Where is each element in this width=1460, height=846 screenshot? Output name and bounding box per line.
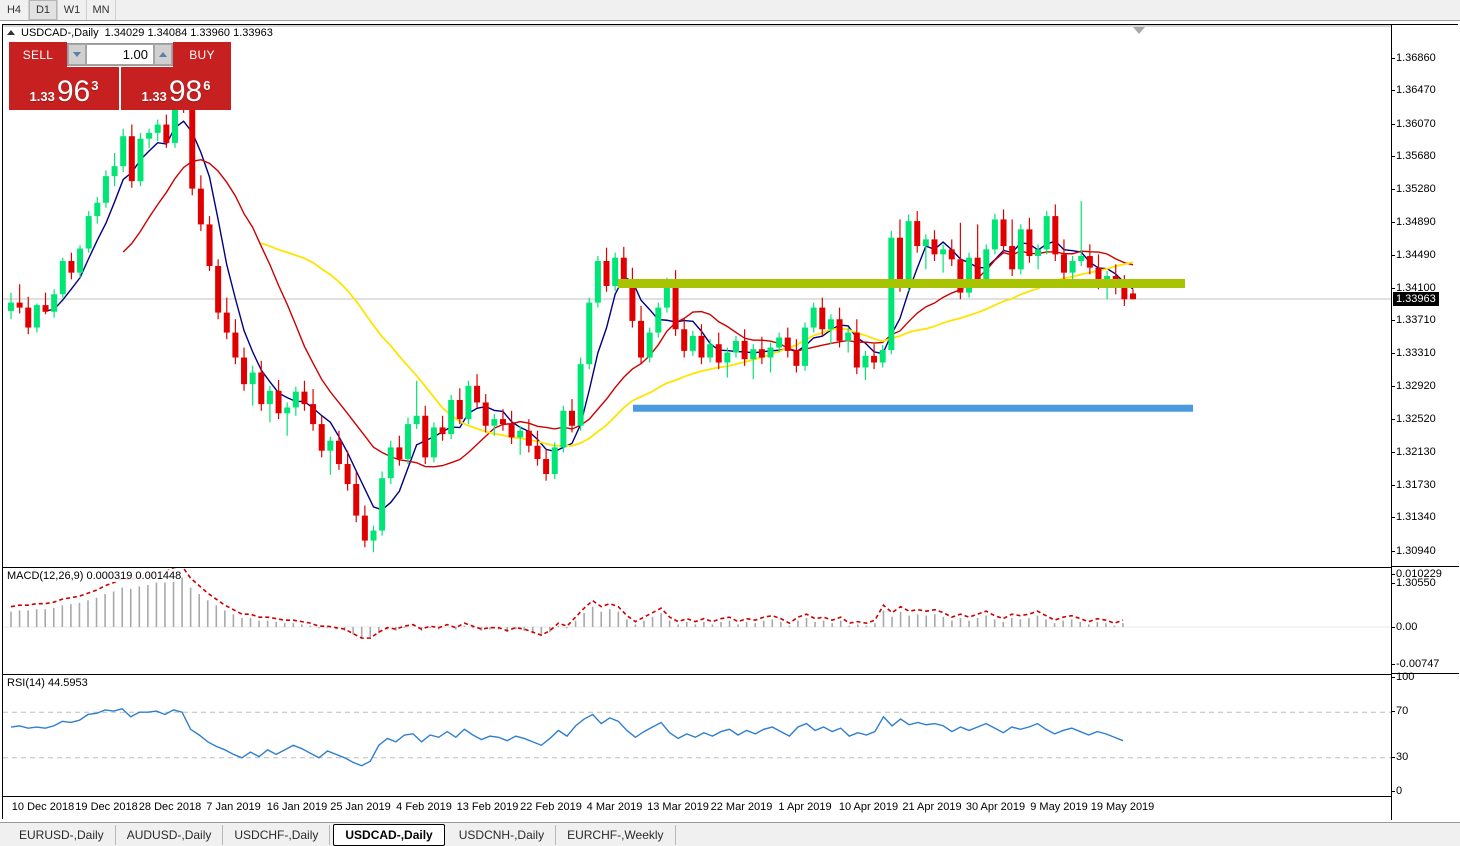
sell-price-main: 96 xyxy=(56,75,91,108)
date-tick: 9 May 2019 xyxy=(1030,801,1088,813)
value-axis[interactable]: 1.36860 1.36470 1.36070 1.35680 1.35280 1.348… xyxy=(1391,25,1459,820)
volume-decrease-button[interactable] xyxy=(68,44,86,65)
axis-divider xyxy=(1391,566,1459,567)
chart-tab-usdcad[interactable]: USDCAD-,Daily xyxy=(333,823,445,846)
price-tick: 1.35680 xyxy=(1392,150,1436,162)
chart-symbol-title: USDCAD-,Daily xyxy=(21,26,99,39)
macd-label: MACD(12,26,9) 0.000319 0.001448 xyxy=(7,570,182,582)
axis-divider xyxy=(1391,673,1459,674)
chart-tab-eurusd[interactable]: EURUSD-,Daily xyxy=(8,824,116,845)
chart-tab-audusd[interactable]: AUDUSD-,Daily xyxy=(116,824,224,845)
cursor-marker-icon xyxy=(1133,27,1145,34)
chart-ohlc-values: 1.34029 1.34084 1.33960 1.33963 xyxy=(104,26,273,39)
buy-button[interactable]: BUY xyxy=(173,42,231,67)
date-tick: 13 Mar 2019 xyxy=(647,801,709,813)
volume-stepper[interactable]: 1.00 xyxy=(67,43,173,66)
price-tick: 1.35280 xyxy=(1392,183,1436,195)
date-tick: 19 May 2019 xyxy=(1090,801,1155,813)
price-plot xyxy=(3,58,1391,553)
price-tick: 1.34490 xyxy=(1392,249,1436,261)
price-tick: 1.33710 xyxy=(1392,314,1436,326)
sell-price-prefix: 1.33 xyxy=(29,89,55,104)
chevron-down-icon xyxy=(73,52,81,57)
timeframe-button-mn[interactable]: MN xyxy=(87,0,116,20)
price-tick: 1.31730 xyxy=(1392,479,1436,491)
price-tick: 1.33310 xyxy=(1392,347,1436,359)
date-axis: 10 Dec 2018 19 Dec 2018 28 Dec 2018 7 Jan 2… xyxy=(3,796,1391,819)
date-tick: 21 Apr 2019 xyxy=(902,801,962,813)
date-tick: 1 Apr 2019 xyxy=(778,801,832,813)
timeframe-button-w1[interactable]: W1 xyxy=(58,0,87,20)
timeframe-button-h4[interactable]: H4 xyxy=(0,0,29,20)
indicator-tick: 0.00 xyxy=(1392,621,1417,633)
one-click-trade-panel: SELL 1.00 BUY 1.33 96 3 1.33 98 6 xyxy=(9,42,231,110)
date-tick: 4 Feb 2019 xyxy=(396,801,452,813)
chevron-up-icon xyxy=(159,52,167,57)
date-tick: 16 Jan 2019 xyxy=(266,801,328,813)
volume-increase-button[interactable] xyxy=(154,44,172,65)
chart-frame: USDCAD-,Daily 1.34029 1.34084 1.33960 1.… xyxy=(2,24,1459,820)
price-tick: 1.36070 xyxy=(1392,118,1436,130)
chart-header: USDCAD-,Daily 1.34029 1.34084 1.33960 1.… xyxy=(3,25,1457,40)
price-tick: 1.30940 xyxy=(1392,545,1436,557)
price-pane[interactable] xyxy=(3,25,1391,565)
date-tick: 7 Jan 2019 xyxy=(206,801,261,813)
timeframe-toolbar: H4 D1 W1 MN xyxy=(0,0,1460,21)
buy-price-fraction: 6 xyxy=(203,78,211,93)
current-price-label: 1.33963 xyxy=(1393,292,1439,307)
chart-top-rule xyxy=(3,25,1391,27)
chart-tab-usdchf[interactable]: USDCHF-,Daily xyxy=(223,824,331,845)
date-tick: 10 Dec 2018 xyxy=(11,801,75,813)
date-tick: 10 Apr 2019 xyxy=(838,801,899,813)
buy-price-main: 98 xyxy=(168,75,203,108)
collapse-triangle-icon[interactable] xyxy=(7,30,15,35)
price-tick: 1.32920 xyxy=(1392,380,1436,392)
indicator-tick: -0.00747 xyxy=(1392,658,1439,670)
sell-price-box[interactable]: 1.33 96 3 xyxy=(9,67,119,110)
chart-tab-usdcnh[interactable]: USDCNH-,Daily xyxy=(448,824,557,845)
chart-tab-eurchf[interactable]: EURCHF-,Weekly xyxy=(556,824,676,845)
sell-button[interactable]: SELL xyxy=(9,42,67,67)
buy-price-box[interactable]: 1.33 98 6 xyxy=(121,67,231,110)
sell-price-fraction: 3 xyxy=(91,78,99,93)
date-tick: 22 Mar 2019 xyxy=(710,801,773,813)
price-tick: 1.34100 xyxy=(1392,282,1436,294)
price-tick: 1.32130 xyxy=(1392,446,1436,458)
date-tick: 4 Mar 2019 xyxy=(586,801,643,813)
price-tick: 1.31340 xyxy=(1392,511,1436,523)
indicator-tick: 0 xyxy=(1392,785,1402,797)
date-tick: 28 Dec 2018 xyxy=(138,801,202,813)
price-tick: 1.36470 xyxy=(1392,84,1436,96)
indicator-tick: 0.010229 xyxy=(1392,568,1442,580)
buy-price-prefix: 1.33 xyxy=(141,89,167,104)
date-tick: 30 Apr 2019 xyxy=(965,801,1026,813)
rsi-pane[interactable]: RSI(14) 44.5953 xyxy=(3,674,1391,796)
date-tick: 25 Jan 2019 xyxy=(330,801,391,813)
price-tick: 1.32520 xyxy=(1392,413,1436,425)
price-tick: 1.36860 xyxy=(1392,52,1436,64)
rsi-label: RSI(14) 44.5953 xyxy=(7,677,88,689)
macd-pane[interactable]: MACD(12,26,9) 0.000319 0.001448 xyxy=(3,567,1391,672)
indicator-tick: 30 xyxy=(1392,751,1408,763)
timeframe-button-d1[interactable]: D1 xyxy=(29,0,58,20)
date-tick: 22 Feb 2019 xyxy=(520,801,582,813)
date-tick: 19 Dec 2018 xyxy=(75,801,138,813)
macd-plot xyxy=(3,568,1391,639)
volume-input[interactable]: 1.00 xyxy=(86,44,154,65)
indicator-tick: 100 xyxy=(1392,671,1414,683)
price-tick: 1.34890 xyxy=(1392,216,1436,228)
chart-tabbar: EURUSD-,Daily AUDUSD-,Daily USDCHF-,Daily U… xyxy=(0,822,1460,846)
price-tick: 1.30550 xyxy=(1392,577,1436,589)
date-tick: 13 Feb 2019 xyxy=(456,801,519,813)
indicator-tick: 70 xyxy=(1392,705,1408,717)
rsi-plot xyxy=(3,708,1391,767)
